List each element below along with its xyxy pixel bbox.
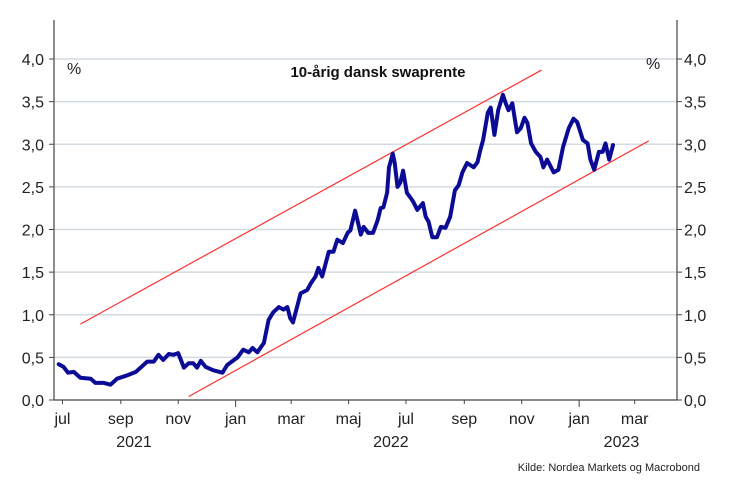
source-note: Kilde: Nordea Markets og Macrobond [518, 462, 700, 474]
x-tick-label: jan [567, 411, 589, 428]
y-tick-label: 2,0 [684, 223, 706, 240]
y-tick-label: 2,0 [22, 223, 44, 240]
x-tick-label: sep [451, 411, 477, 428]
unit-left: % [67, 61, 81, 78]
axes [53, 20, 678, 401]
x-tick-label: mar [277, 411, 305, 428]
trend-channel [80, 69, 650, 398]
gridlines [54, 58, 677, 359]
series-line-swap-rate [56, 92, 615, 387]
x-year-label: 2023 [604, 434, 640, 451]
x-tick-label: jul [53, 411, 70, 428]
y-tick-label: 3,5 [22, 95, 44, 112]
x-year-label: 2021 [116, 434, 152, 451]
x-tick-label: maj [336, 411, 362, 428]
x-axis-ticks: jul sep nov jan mar maj jul sep nov jan mar 2021 202… [53, 400, 649, 451]
channel-line-lower [188, 140, 650, 398]
y-tick-label: 0,5 [22, 350, 44, 367]
y-tick-label: 0,0 [22, 393, 44, 410]
y-tick-label: 4,0 [684, 52, 706, 69]
y-tick-label: 1,0 [684, 308, 706, 325]
y-tick-label: 1,0 [22, 308, 44, 325]
y-tick-label: 0,5 [684, 350, 706, 367]
unit-right: % [646, 56, 660, 73]
x-year-label: 2022 [373, 434, 409, 451]
y-tick-label: 3,0 [684, 137, 706, 154]
x-tick-label: nov [509, 411, 535, 428]
y-tick-label: 4,0 [22, 52, 44, 69]
y-tick-label: 2,5 [684, 180, 706, 197]
x-tick-label: mar [621, 411, 649, 428]
y-tick-label: 2,5 [22, 180, 44, 197]
channel-line-upper [80, 69, 542, 325]
x-tick-label: nov [165, 411, 191, 428]
chart-title: 10-årig dansk swaprente [290, 64, 465, 81]
y-axis-right-ticks: 0,0 0,5 1,0 1,5 2,0 2,5 3,0 3,5 4,0 [677, 52, 706, 410]
y-tick-label: 3,5 [684, 95, 706, 112]
y-axis-left-ticks: 0,0 0,5 1,0 1,5 2,0 2,5 3,0 3,5 4,0 [22, 52, 54, 410]
x-tick-label: jan [224, 411, 246, 428]
y-tick-label: 1,5 [684, 265, 706, 282]
y-tick-label: 0,0 [684, 393, 706, 410]
y-tick-label: 3,0 [22, 137, 44, 154]
y-tick-label: 1,5 [22, 265, 44, 282]
x-tick-label: jul [397, 411, 414, 428]
x-tick-label: sep [108, 411, 134, 428]
